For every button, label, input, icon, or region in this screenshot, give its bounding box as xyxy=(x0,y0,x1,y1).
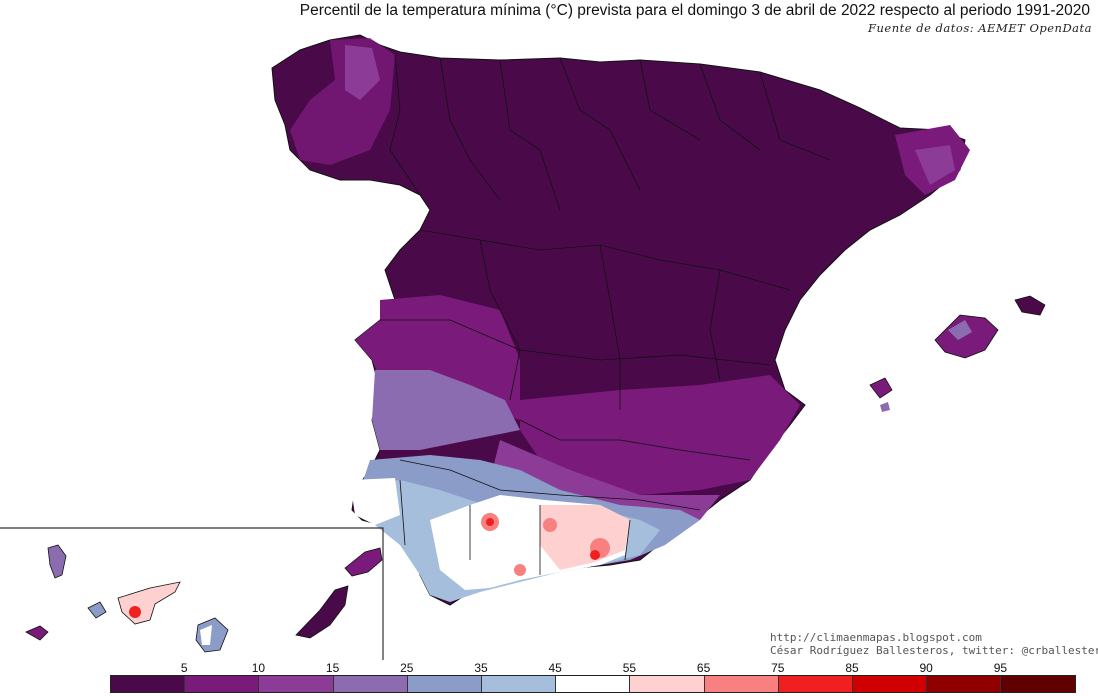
credits-author: César Rodríguez Ballesteros, twitter: @c… xyxy=(770,644,1098,657)
data-source: Fuente de datos: AEMET OpenData xyxy=(868,21,1092,35)
hotspot-malaga xyxy=(514,564,526,576)
legend-swatch xyxy=(407,676,482,692)
tenerife xyxy=(117,581,181,625)
legend-tick-label: 95 xyxy=(993,661,1008,675)
canary-inset-frame xyxy=(0,527,384,660)
legend-swatch xyxy=(852,676,928,692)
la-palma xyxy=(47,544,67,579)
legend-swatch xyxy=(333,676,408,692)
map-title: Percentil de la temperatura mínima (°C) … xyxy=(299,2,1090,19)
legend-swatch xyxy=(704,676,779,692)
west-band-25 xyxy=(372,370,520,450)
legend-tick-label: 65 xyxy=(696,661,711,675)
el-hierro xyxy=(25,625,49,641)
credits-website: http://climaenmapas.blogspot.com xyxy=(770,631,982,644)
legend-swatch xyxy=(778,676,853,692)
legend-tick-label: 35 xyxy=(474,661,488,675)
galicia-light xyxy=(345,45,380,100)
legend-swatch xyxy=(481,676,557,692)
legend-tick-label: 55 xyxy=(622,661,637,675)
legend-swatch xyxy=(111,676,186,692)
la-gomera xyxy=(87,601,107,619)
legend-tick-label: 45 xyxy=(548,661,562,675)
catalonia-light xyxy=(915,145,955,185)
southeast-band-10 xyxy=(520,375,800,495)
legend-swatch xyxy=(259,676,334,692)
legend-colorbar xyxy=(110,675,1077,693)
percentile-map xyxy=(0,34,1046,660)
andalusia-white xyxy=(350,478,400,525)
legend-swatch xyxy=(927,676,1002,692)
legend-tick-label: 15 xyxy=(325,661,340,675)
legend-swatch xyxy=(630,676,705,692)
legend-swatch xyxy=(185,676,260,692)
mallorca xyxy=(934,314,999,359)
ibiza xyxy=(869,377,893,399)
formentera xyxy=(880,402,890,412)
legend-tick-label: 90 xyxy=(919,661,933,675)
credits: http://climaenmapas.blogspot.com César R… xyxy=(770,631,1098,657)
menorca xyxy=(1014,295,1046,316)
legend-tick-label: 75 xyxy=(771,661,785,675)
legend-tick-label: 5 xyxy=(180,661,188,675)
legend-swatch xyxy=(1001,676,1076,692)
fuerteventura xyxy=(295,585,349,639)
legend-swatch xyxy=(556,676,631,692)
legend-tick-label: 10 xyxy=(251,661,266,675)
lanzarote xyxy=(344,547,383,577)
legend-tick-label: 25 xyxy=(400,661,414,675)
legend-tick-label: 85 xyxy=(845,661,859,675)
province-borders xyxy=(380,54,831,575)
